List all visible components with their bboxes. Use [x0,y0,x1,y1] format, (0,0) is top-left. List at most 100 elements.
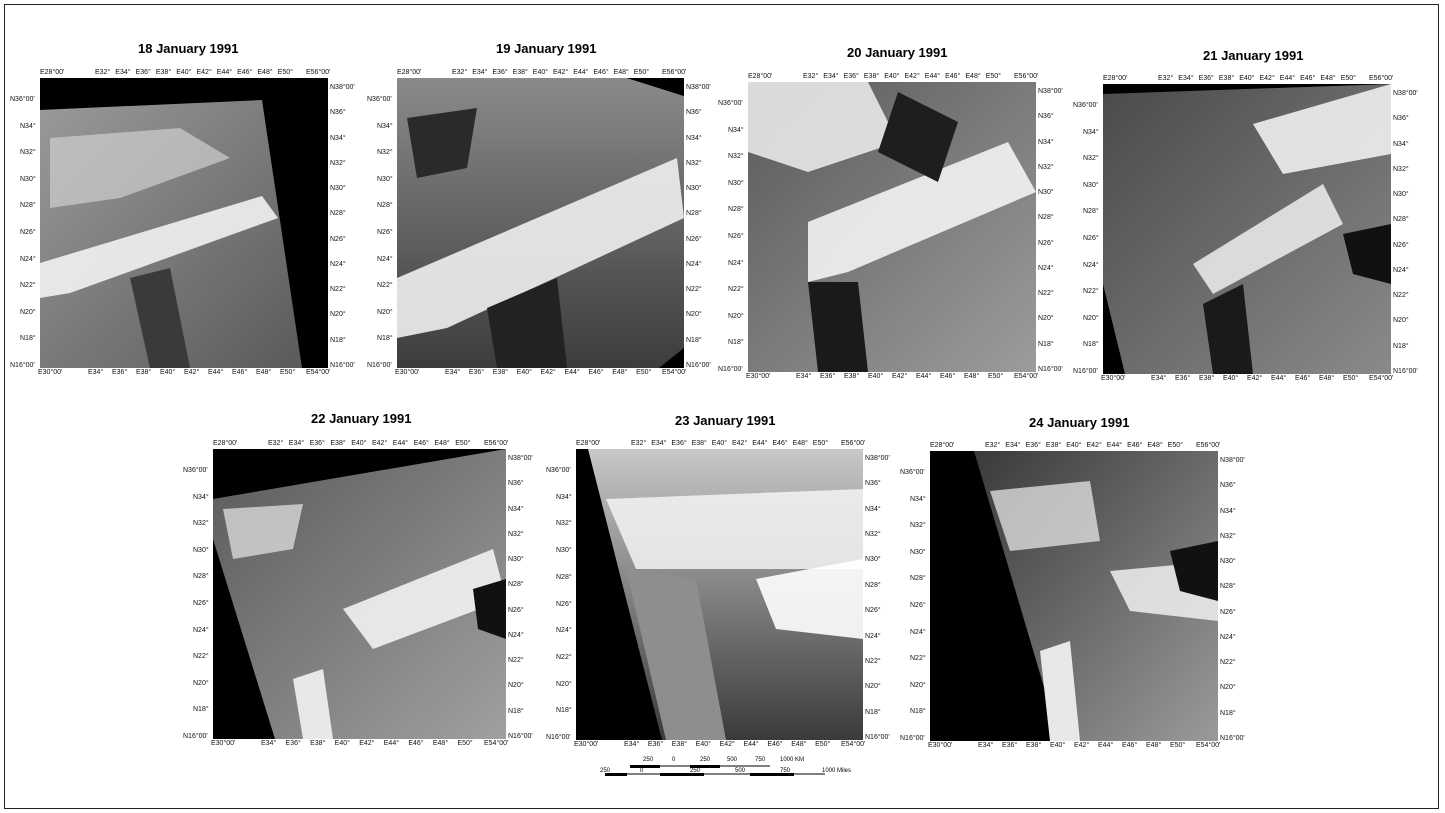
right-tick-label: N24° [330,260,346,268]
bottom-tick-label: E44° [1098,742,1114,749]
top-tick-label: E50° [1340,75,1356,82]
top-tick-label: E46° [237,69,253,76]
top-tick-label: E38° [155,69,172,76]
bottom-tick-label: E30°00' [928,742,953,749]
left-tick-label: N18° [20,335,36,343]
bottom-tick-label: E38° [671,741,688,748]
top-tick-label: E44° [573,69,589,76]
bottom-tick-label: E38° [1199,375,1215,382]
top-tick-label: E40° [532,69,549,76]
left-tick-label: N34° [728,126,744,134]
bottom-tick-label: E38° [844,373,860,380]
bottom-tick-label: E40° [1223,375,1239,382]
top-tick-label: E56°00' [841,440,866,447]
right-tick-label: N32° [1220,532,1236,540]
top-tick-label: E56°00' [1369,75,1394,82]
bottom-tick-label: E46° [1122,742,1138,749]
bottom-tick-label: E38° [492,369,509,376]
bottom-tick-label: E30°00' [574,741,599,748]
bottom-tick-label: E48° [256,369,272,376]
left-tick-label: N34° [556,493,572,501]
left-tick-label: N30° [556,547,572,555]
right-tick-label: N28° [1038,214,1054,222]
right-tick-label: N30° [865,556,881,564]
left-tick-label: N24° [377,255,393,263]
left-tick-label: N20° [910,681,926,689]
bottom-tick-label: E34° [445,369,461,376]
satellite-image-graphic [397,78,684,368]
bottom-tick-label: E48° [1319,375,1335,382]
top-tick-label: E48° [434,440,450,447]
top-tick-label: E34° [115,69,131,76]
left-tick-label: N24° [193,626,209,634]
left-tick-label: N36°00' [1073,102,1098,109]
left-tick-label: N24° [20,255,36,263]
left-tick-label: N32° [910,522,926,530]
satellite-image [576,449,863,740]
right-tick-label: N28° [686,210,702,218]
bottom-tick-label: E30°00' [38,369,63,376]
left-tick-label: N36°00' [10,96,35,103]
panel-title: 19 January 1991 [496,41,597,56]
scale-km-label-4: 500 [727,757,738,763]
left-tick-label: N30° [377,175,393,183]
left-tick-label: N16°00' [718,366,743,373]
bottom-tick-label: E50° [815,741,831,748]
top-tick-label: E36° [309,440,325,447]
bottom-tick-label: E48° [964,373,980,380]
left-tick-label: N22° [556,653,572,661]
right-tick-label: N24° [865,632,881,640]
right-tick-label: N32° [865,531,881,539]
right-tick-label: N18° [1038,340,1054,348]
top-tick-label: E42° [196,69,212,76]
bottom-tick-label: E50° [1343,375,1359,382]
right-tick-label: N30° [1220,558,1236,566]
top-tick-label: E56°00' [1196,442,1221,449]
panel-title: 24 January 1991 [1029,415,1130,430]
right-tick-label: N20° [1393,317,1409,325]
right-tick-label: N20° [686,311,702,319]
figure-frame [4,4,1439,809]
left-tick-label: N16°00' [10,362,35,369]
top-tick-label: E50° [812,440,829,447]
scale-km-label-3: 250 [700,757,711,763]
top-tick-label: E32° [985,442,1001,449]
bottom-tick-label: E38° [136,369,152,376]
left-tick-label: N36°00' [546,467,571,474]
top-tick-label: E34° [472,69,488,76]
right-tick-label: N20° [330,311,346,319]
right-tick-label: N36° [1038,113,1054,121]
right-tick-label: N38°00' [1393,90,1418,97]
bottom-tick-label: E38° [310,740,326,747]
right-tick-label: N24° [1038,264,1054,272]
left-tick-label: N36°00' [900,469,925,476]
left-tick-label: N16°00' [183,733,208,740]
left-tick-label: N26° [556,600,572,608]
right-tick-label: N34° [508,505,524,513]
bottom-tick-label: E34° [978,742,994,749]
right-tick-label: N24° [1220,633,1236,641]
satellite-image [40,78,328,368]
top-tick-label: E48° [257,69,273,76]
left-tick-label: N22° [728,286,744,294]
left-tick-label: N18° [377,335,393,343]
bottom-tick-label: E42° [1074,742,1090,749]
top-tick-label: E50° [633,69,650,76]
left-tick-label: N24° [910,628,926,636]
bottom-tick-label: E42° [719,741,735,748]
bottom-tick-label: E42° [359,740,375,747]
bottom-tick-label: E34° [1151,375,1167,382]
left-tick-label: N34° [377,122,393,130]
bottom-tick-label: E34° [88,369,104,376]
left-tick-label: N18° [556,707,572,715]
satellite-image-graphic [213,449,506,739]
right-tick-label: N16°00' [1038,366,1063,373]
bottom-tick-label: E46° [767,741,783,748]
left-tick-label: N16°00' [367,362,392,369]
top-tick-label: E44° [392,440,409,447]
top-tick-label: E56°00' [662,69,687,76]
right-tick-label: N34° [1393,140,1409,148]
top-tick-label: E48° [792,440,808,447]
scale-mile-label-1: 250 [600,768,611,774]
right-tick-label: N36° [1220,482,1236,490]
